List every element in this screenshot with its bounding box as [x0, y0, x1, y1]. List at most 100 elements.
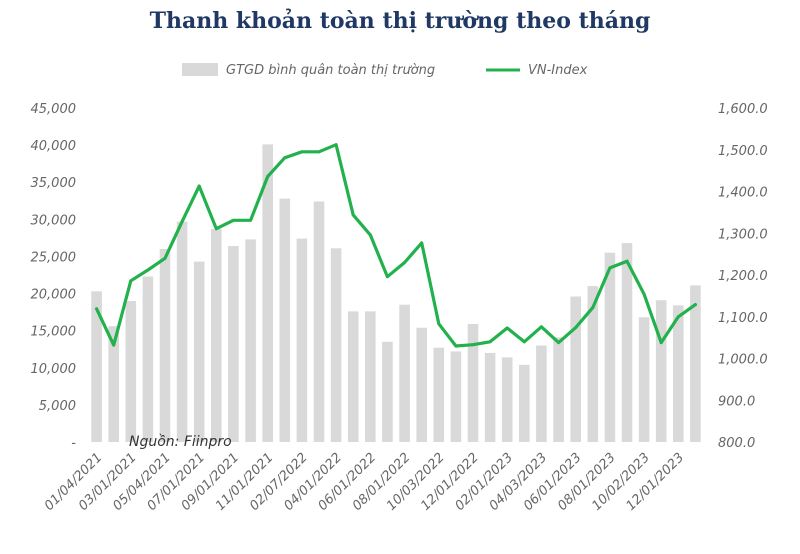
- bar: [313, 201, 325, 442]
- bar: [467, 324, 479, 442]
- line-point: [676, 315, 680, 319]
- bar: [433, 347, 445, 442]
- chart-title: Thanh khoản toàn thị trường theo tháng: [149, 8, 651, 34]
- legend-swatch-bar: [182, 63, 218, 76]
- bar: [279, 198, 291, 442]
- bar: [159, 249, 171, 442]
- line-point: [454, 344, 458, 348]
- line-point: [625, 259, 629, 263]
- line-point: [112, 343, 116, 347]
- left-tick-label: 10,000: [31, 362, 77, 377]
- line-point: [197, 184, 201, 188]
- line-point: [266, 175, 270, 178]
- line-point: [694, 303, 697, 306]
- line-point: [317, 150, 321, 154]
- line-point: [232, 218, 235, 222]
- left-tick-label: 20,000: [31, 288, 77, 303]
- line-point: [488, 340, 492, 344]
- bar: [296, 238, 308, 442]
- legend-label-line: VN-Index: [528, 63, 588, 78]
- bar: [621, 243, 633, 442]
- bar: [399, 304, 410, 442]
- line-point: [642, 292, 646, 296]
- right-tick-label: 1,400.0: [718, 186, 768, 201]
- bar: [501, 357, 513, 442]
- bar: [382, 341, 393, 442]
- right-tick-label: 1,300.0: [718, 227, 768, 242]
- line-point: [386, 275, 389, 279]
- right-tick-label: 1,100.0: [718, 311, 768, 326]
- line-point: [163, 256, 167, 260]
- left-tick-label: 5,000: [39, 399, 76, 414]
- bar: [536, 345, 547, 442]
- line-point: [437, 322, 441, 326]
- legend: GTGD bình quân toàn thị trường VN-Index: [182, 63, 588, 78]
- bar: [330, 248, 342, 442]
- bar: [125, 301, 137, 442]
- bar: [193, 261, 205, 442]
- right-tick-label: 800.0: [718, 436, 755, 451]
- bar: [365, 311, 376, 442]
- right-tick-label: 1,500.0: [718, 144, 768, 159]
- line-point: [351, 213, 355, 217]
- bar: [553, 337, 564, 442]
- bar: [638, 317, 650, 442]
- bar: [655, 300, 667, 442]
- line-point: [300, 150, 304, 154]
- line-layer: [94, 143, 698, 348]
- line-point: [574, 326, 578, 329]
- line-point: [403, 261, 406, 264]
- line-point: [557, 341, 560, 344]
- legend-label-bar: GTGD bình quân toàn thị trường: [226, 63, 435, 78]
- bar: [91, 291, 102, 442]
- right-axis: 800.0 900.0 1,000.0 1,100.0 1,200.0 1,300.0 1,…: [718, 102, 768, 451]
- left-tick-label: -: [71, 436, 76, 451]
- left-tick-label: 35,000: [31, 176, 77, 191]
- line-point: [540, 325, 543, 329]
- bar: [245, 239, 256, 442]
- x-axis: 01/04/202103/01/202105/04/202107/01/2021…: [42, 450, 687, 514]
- bar: [587, 286, 599, 442]
- right-tick-label: 1,200.0: [718, 269, 768, 284]
- left-tick-label: 40,000: [31, 139, 77, 154]
- left-tick-label: 45,000: [31, 102, 77, 117]
- bar: [519, 364, 530, 442]
- bar: [484, 352, 496, 442]
- bar: [604, 252, 616, 442]
- line-point: [180, 220, 184, 224]
- left-axis: - 5,000 10,000 15,000 20,000 25,000 30,000 35,0…: [31, 102, 77, 451]
- line-point: [129, 279, 133, 283]
- left-tick-label: 15,000: [31, 325, 77, 340]
- line-point: [505, 326, 509, 330]
- bar: [108, 326, 119, 442]
- bar: [673, 305, 684, 442]
- bar: [211, 229, 222, 442]
- line-point: [608, 266, 612, 270]
- bar: [262, 144, 273, 442]
- line-point: [95, 307, 98, 311]
- bar: [450, 351, 462, 442]
- source-note: Nguồn: Fiinpro: [129, 433, 232, 450]
- left-tick-label: 30,000: [31, 213, 77, 228]
- bar: [347, 311, 359, 442]
- vn-index-line: [94, 143, 698, 348]
- right-tick-label: 1,600.0: [718, 102, 768, 117]
- bar: [228, 246, 239, 442]
- line-point: [368, 233, 372, 237]
- line-point: [522, 340, 526, 344]
- line-point: [659, 341, 663, 344]
- bar: [570, 296, 581, 442]
- line-point: [591, 306, 595, 309]
- right-tick-label: 1,000.0: [718, 353, 768, 368]
- bar: [176, 221, 188, 442]
- bar: [142, 276, 154, 442]
- line-point: [471, 343, 475, 347]
- bar: [690, 285, 701, 442]
- line-point: [420, 241, 424, 245]
- right-tick-label: 900.0: [718, 394, 755, 409]
- bars-layer: [91, 144, 701, 442]
- line-point: [283, 156, 287, 160]
- line-point: [249, 218, 253, 222]
- line-point: [214, 227, 218, 231]
